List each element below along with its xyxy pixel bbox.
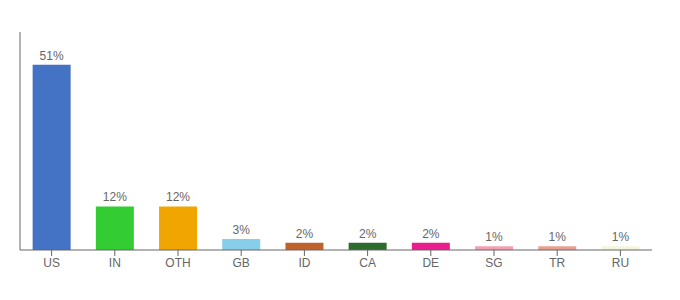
svg-text:1%: 1% [549, 230, 567, 244]
svg-text:2%: 2% [296, 227, 314, 241]
svg-text:IN: IN [109, 256, 121, 270]
svg-text:12%: 12% [166, 190, 190, 204]
svg-text:SG: SG [485, 256, 502, 270]
svg-text:2%: 2% [422, 227, 440, 241]
svg-text:1%: 1% [612, 230, 630, 244]
svg-text:OTH: OTH [165, 256, 190, 270]
svg-text:RU: RU [612, 256, 629, 270]
svg-text:ID: ID [298, 256, 310, 270]
svg-text:1%: 1% [485, 230, 503, 244]
svg-text:3%: 3% [233, 223, 251, 237]
svg-text:2%: 2% [359, 227, 377, 241]
svg-text:DE: DE [422, 256, 439, 270]
svg-text:GB: GB [233, 256, 250, 270]
svg-text:CA: CA [359, 256, 376, 270]
svg-text:51%: 51% [40, 49, 64, 63]
svg-text:US: US [43, 256, 60, 270]
svg-text:12%: 12% [103, 190, 127, 204]
svg-text:TR: TR [549, 256, 565, 270]
